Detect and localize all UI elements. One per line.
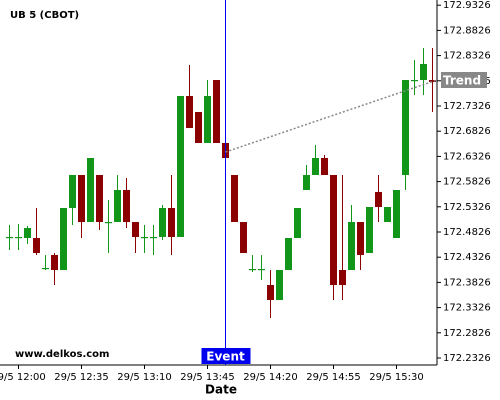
- candle-body: [330, 174, 337, 286]
- chart-title: UB 5 (CBOT): [10, 10, 79, 21]
- trend-label-box: [441, 71, 487, 88]
- candle-body: [177, 96, 184, 237]
- candle-body: [429, 79, 436, 83]
- candle-body: [141, 236, 148, 239]
- y-tick-label: 172.5826: [443, 177, 491, 188]
- candle-body: [375, 191, 382, 207]
- x-tick-label: 29/5 14:20: [243, 372, 297, 383]
- x-tick-label: 29/5 12:35: [54, 372, 108, 383]
- watermark: www.delkos.com: [15, 349, 109, 360]
- x-tick-label: 29/5 14:55: [306, 372, 360, 383]
- y-tick-label: 172.5326: [443, 202, 491, 213]
- candle-body: [213, 79, 220, 143]
- candle-body: [366, 206, 373, 254]
- candle-body: [348, 222, 355, 270]
- candle-body: [24, 228, 31, 238]
- candle-body: [114, 190, 121, 223]
- candle-body: [240, 222, 247, 254]
- y-tick-label: 172.8326: [443, 51, 491, 62]
- candle-body: [402, 79, 409, 175]
- candle-body: [204, 96, 211, 143]
- candle-body: [33, 237, 40, 254]
- candle-body: [96, 174, 103, 223]
- event-label: Event: [206, 350, 245, 364]
- x-tick-label: 29/5 12:00: [0, 372, 46, 383]
- y-tick-label: 172.6326: [443, 151, 491, 162]
- candle-body: [132, 222, 139, 237]
- candle-body: [150, 236, 157, 239]
- y-tick-label: 172.3826: [443, 277, 491, 288]
- candle-body: [393, 190, 400, 238]
- y-tick-label: 172.2826: [443, 328, 491, 339]
- candle-body: [339, 269, 346, 286]
- candle-body: [51, 254, 58, 270]
- candle-body: [267, 285, 274, 300]
- candle-body: [186, 96, 193, 129]
- x-tick-label: 29/5 15:30: [369, 372, 423, 383]
- candle-body: [60, 208, 67, 270]
- y-tick-label: 172.7326: [443, 101, 491, 112]
- y-tick-label: 172.3326: [443, 303, 491, 314]
- candle-body: [285, 237, 292, 270]
- y-tick-label: 172.8826: [443, 25, 491, 36]
- y-tick-label: 172.6826: [443, 126, 491, 137]
- x-axis-title: Date: [205, 383, 237, 397]
- candle-body: [231, 174, 238, 223]
- candle-body: [105, 222, 112, 224]
- candle-body: [78, 174, 85, 223]
- event-label-box: [201, 348, 251, 364]
- candle-body: [168, 208, 175, 237]
- candle-body: [159, 208, 166, 237]
- candle-body: [276, 269, 283, 300]
- candle-body: [6, 236, 13, 239]
- candle-body: [123, 190, 130, 223]
- candle-body: [69, 174, 76, 209]
- candle-body: [294, 208, 301, 238]
- candle-body: [411, 79, 418, 82]
- candle-body: [258, 268, 265, 271]
- candle-body: [87, 158, 94, 223]
- y-tick-label: 172.4826: [443, 227, 491, 238]
- plot: [6, 47, 436, 318]
- candle-body: [384, 206, 391, 223]
- x-tick-label: 29/5 13:45: [180, 372, 234, 383]
- candle-body: [312, 158, 319, 175]
- candle-body: [321, 158, 328, 175]
- y-tick-label: 172.9326: [443, 0, 491, 11]
- candle-body: [15, 236, 22, 239]
- candle-body: [420, 64, 427, 80]
- candle-body: [249, 268, 256, 271]
- y-tick-label: 172.4326: [443, 252, 491, 263]
- candle-body: [303, 174, 310, 191]
- candle-body: [357, 222, 364, 255]
- candle-body: [195, 111, 202, 143]
- trend-line: [225, 79, 438, 153]
- x-tick-label: 29/5 13:10: [117, 372, 171, 383]
- trend-label: Trend: [443, 73, 481, 87]
- y-tick-label: 172.2326: [443, 353, 491, 364]
- candle-body: [42, 267, 49, 270]
